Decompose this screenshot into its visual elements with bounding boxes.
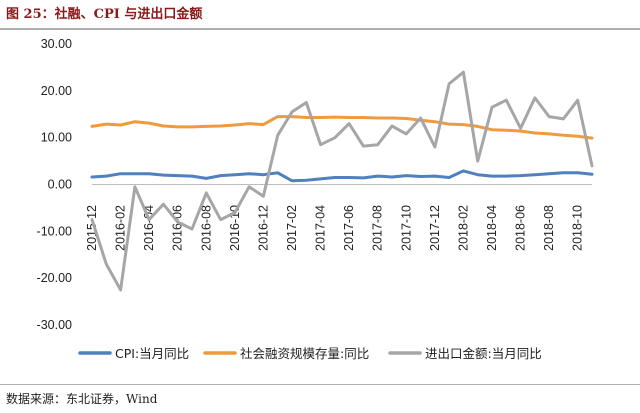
figure-title: 图 25：社融、CPI 与进出口金额	[6, 7, 203, 22]
y-tick-label: 10.00	[41, 131, 72, 145]
y-tick-label: -30.00	[37, 318, 72, 332]
x-tick-label: 2017-02	[285, 205, 299, 251]
x-tick-label: 2015-12	[85, 205, 99, 251]
x-tick-label: 2016-06	[171, 205, 185, 251]
line-chart: 30.00 20.00 10.00 0.00 -10.00 -20.00 -30.00 20…	[37, 37, 594, 361]
y-tick-label: 20.00	[41, 84, 72, 98]
legend-label: 进出口金额:当月同比	[425, 346, 542, 361]
x-tick-label: 2017-04	[314, 205, 328, 251]
x-tick-label: 2016-02	[114, 205, 128, 251]
title-divider	[0, 28, 640, 30]
x-tick-label: 2017-12	[428, 205, 442, 251]
x-tick-label: 2017-10	[399, 205, 413, 251]
x-tick-label: 2018-08	[542, 205, 556, 251]
legend-label: CPI:当月同比	[115, 346, 189, 361]
x-tick-label: 2018-04	[485, 205, 499, 251]
x-tick-label: 2016-08	[199, 205, 213, 251]
x-tick-label: 2016-10	[228, 205, 242, 251]
series-line-2	[90, 115, 594, 140]
y-tick-label: -10.00	[37, 224, 72, 238]
x-tick-label: 2017-08	[371, 205, 385, 251]
y-tick-label: 30.00	[41, 37, 72, 51]
legend: CPI:当月同比 社会融资规模存量:同比 进出口金额:当月同比	[78, 346, 542, 361]
x-tick-label: 2017-06	[342, 205, 356, 251]
y-tick-label: -20.00	[37, 271, 72, 285]
x-tick-label: 2018-02	[456, 205, 470, 251]
x-tick-label: 2016-12	[256, 205, 270, 251]
x-tick-label: 2018-10	[571, 205, 585, 251]
series-layer	[90, 70, 594, 292]
x-axis: 2015-12 2016-02 2016-04 2016-06 2016-08 2016-…	[85, 184, 592, 251]
x-tick-label: 2018-06	[514, 205, 528, 251]
series-line-3	[90, 70, 594, 292]
y-axis: 30.00 20.00 10.00 0.00 -10.00 -20.00 -30.00	[37, 37, 73, 332]
source-note: 数据来源：东北证券，Wind	[6, 392, 158, 406]
series-line-1	[90, 169, 594, 183]
legend-label: 社会融资规模存量:同比	[240, 346, 369, 361]
source-divider	[0, 384, 640, 385]
y-tick-label: 0.00	[48, 178, 72, 192]
